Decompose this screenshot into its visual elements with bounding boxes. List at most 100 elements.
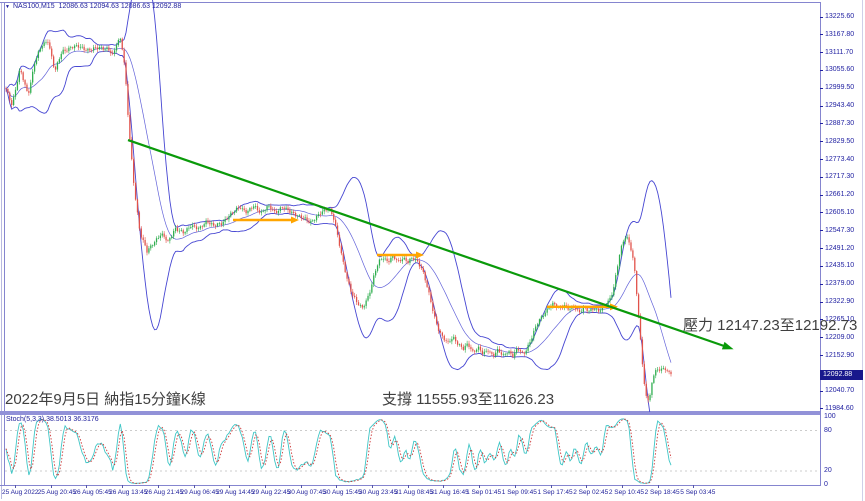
time-axis-label: 26 Aug 21:45 [144,489,184,496]
time-axis-label: 30 Aug 15:45 [323,489,362,496]
price-axis-label: 12209.00 [825,333,855,341]
price-axis-label: 12040.70 [825,387,855,395]
time-axis-tick [264,485,266,488]
time-axis-label: 2 Sep 02:45 [573,489,609,496]
time-axis-label: 30 Aug 23:45 [359,489,398,496]
price-axis-tick [820,319,823,321]
stoch-bottom-border [0,485,820,486]
trendline[interactable] [127,139,734,350]
time-axis-label: 25 Aug 2022 [2,489,39,496]
price-axis-tick [820,52,823,54]
stoch-d-line [5,418,672,484]
time-axis-tick [157,485,159,488]
price-axis-tick [820,16,823,18]
price-axis-tick [820,408,823,410]
price-axis-tick [820,301,823,303]
time-axis-label: 2 Sep 18:45 [644,489,680,496]
time-axis-label: 5 Sep 03:45 [680,489,716,496]
price-axis-label: 12773.40 [825,155,855,163]
price-axis-label: 12152.90 [825,351,855,359]
price-axis-tick [820,248,823,250]
time-axis-tick [372,485,373,488]
price-axis-tick [820,34,823,36]
price-axis-tick [820,105,823,107]
time-axis-tick [514,485,516,488]
stoch-axis-label: 20 [824,467,832,474]
price-axis-label: 12661.20 [825,191,855,199]
price-axis-tick [820,355,823,357]
price-axis-separator[interactable] [820,2,821,486]
price-axis[interactable]: 12092.88 13225.60 13167.80 13111.70 13055.6… [820,0,865,501]
price-axis-label: 13111.70 [825,48,854,56]
price-axis-tick [820,212,823,214]
price-axis-label: 13055.60 [825,66,855,74]
price-axis-tick [820,337,823,339]
price-axis-label: 12717.30 [825,173,855,181]
price-axis-label: 13167.80 [825,30,855,38]
candles [5,37,672,403]
main-chart-canvas[interactable] [0,0,820,412]
price-axis-tick [820,159,823,161]
time-axis-label: 1 Sep 01:45 [466,489,502,496]
stoch-axis-label: 80 [824,426,832,434]
date-annotation: 2022年9月5日 納指15分鐘K線 [5,391,206,408]
price-axis-label: 12887.30 [825,119,855,127]
price-axis-label: 12322.90 [825,298,855,306]
price-axis-tick [820,123,823,125]
time-axis-tick [621,485,623,488]
time-axis-tick [300,485,302,488]
time-axis-label: 29 Aug 14:45 [216,489,255,496]
bollinger-lower [5,50,651,412]
time-axis-label: 1 Sep 17:45 [537,489,573,496]
bollinger-upper [5,0,672,350]
current-price-tag: 12092.88 [820,370,863,380]
time-axis-tick [443,485,445,488]
stochastic-canvas[interactable] [0,415,820,485]
price-axis-tick [820,194,823,196]
time-axis-tick [336,485,338,488]
stochastic-indicator-label: Stoch(5,3,3) 38.5013 36.3176 [6,416,99,423]
orange-level-arrow[interactable] [233,216,299,224]
orange-level-arrow[interactable] [547,303,618,311]
resistance-annotation: 壓力 12147.23至12192.73 [683,317,858,334]
time-axis-label: 2 Sep 10:45 [608,489,644,496]
time-axis-label: 31 Aug 08:45 [394,489,434,496]
time-axis-tick [86,485,88,488]
time-axis-label: 29 Aug 06:45 [180,489,219,496]
price-axis-label: 12943.40 [825,102,855,110]
time-axis-label: 1 Sep 09:45 [501,489,537,496]
ohlc-values: 12086.63 12094.63 12086.63 12092.88 [58,3,182,10]
time-axis-tick [193,485,195,488]
panel-separator[interactable] [0,411,820,415]
price-axis-label: 13225.60 [825,13,855,20]
window-right-edge [862,0,863,501]
collapse-triangle-icon[interactable]: ▼ [5,4,10,10]
time-axis-label: 31 Aug 16:45 [430,489,469,496]
price-axis-label: 11984.60 [825,404,854,412]
time-axis-tick [657,485,659,488]
time-axis-label: 25 Aug 20:45 [37,489,77,496]
price-axis-tick [820,390,823,392]
price-axis-tick [820,87,823,89]
support-annotation: 支撐 11555.93至11626.23 [382,391,555,408]
bollinger-middle [5,47,672,363]
price-axis-tick [820,283,823,285]
price-axis-label: 12435.10 [825,262,855,270]
price-axis-tick [820,69,823,71]
orange-level-arrow[interactable] [377,251,424,259]
time-axis-tick [586,485,588,488]
price-axis-label: 12999.50 [825,84,855,92]
price-axis-label: 12379.00 [825,280,855,288]
chart-top-border [0,2,820,3]
time-axis-tick [407,485,409,488]
time-axis-label: 26 Aug 05:45 [73,489,112,496]
time-axis-tick [50,485,52,488]
price-axis-label: 12265.10 [825,315,855,323]
time-axis-tick [550,485,552,488]
time-axis-tick [479,485,481,488]
price-axis-label: 12605.10 [825,208,855,216]
price-axis-tick [820,265,823,267]
chart-title-ohlc: ▼ NAS100,M15 12086.63 12094.63 12086.63 12… [5,3,181,11]
stoch-k-line [5,418,672,484]
